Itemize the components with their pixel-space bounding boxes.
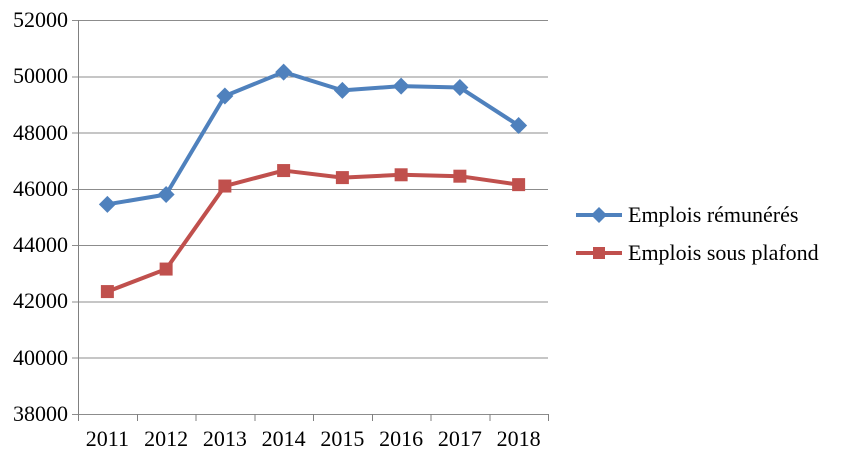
diamond-marker — [157, 185, 175, 203]
legend-diamond-marker-icon — [576, 207, 622, 223]
legend-item-emplois-remuneres: Emplois rémunérés — [576, 202, 819, 228]
y-axis-tick-label: 48000 — [13, 119, 68, 145]
square-marker — [277, 164, 291, 178]
x-axis-tick-label: 2018 — [496, 426, 541, 451]
y-axis-tick-label: 42000 — [13, 288, 68, 314]
legend-item-emplois-sous-plafond: Emplois sous plafond — [576, 240, 819, 266]
diamond-marker — [451, 79, 469, 97]
square-marker — [335, 171, 349, 185]
square-marker — [453, 169, 467, 183]
diamond-marker — [98, 195, 116, 213]
x-axis-tick-label: 2016 — [379, 426, 424, 451]
diamond-marker — [333, 81, 351, 99]
x-axis-tick-label: 2015 — [320, 426, 365, 451]
square-marker — [100, 285, 114, 299]
legend: Emplois rémunérés Emplois sous plafond — [576, 202, 819, 266]
x-axis-tick-label: 2012 — [144, 426, 189, 451]
square-marker — [159, 262, 173, 276]
square-marker — [218, 179, 232, 193]
diamond-marker — [510, 117, 528, 135]
legend-label-emplois-sous-plafond: Emplois sous plafond — [628, 240, 819, 265]
x-axis-tick-label: 2014 — [261, 426, 306, 451]
y-axis-tick-label: 44000 — [13, 232, 68, 258]
y-axis-tick-label: 46000 — [13, 175, 68, 201]
diamond-marker — [392, 77, 410, 95]
series-line-1 — [105, 168, 521, 294]
legend-label-emplois-remuneres: Emplois rémunérés — [628, 202, 799, 227]
y-axis-tick-label: 50000 — [13, 63, 68, 89]
x-axis-tick-label: 2011 — [85, 426, 129, 451]
x-axis-tick-label: 2013 — [202, 426, 247, 451]
y-axis-tick-label: 40000 — [13, 344, 68, 370]
legend-square-marker-icon — [576, 247, 622, 259]
x-axis-tick-label: 2017 — [437, 426, 482, 451]
series-line-0 — [105, 70, 521, 207]
y-axis-tick-label: 38000 — [13, 401, 68, 426]
legend-square-glyph — [593, 247, 605, 259]
square-marker — [394, 168, 408, 182]
square-marker — [512, 178, 526, 192]
y-axis-tick-label: 52000 — [13, 7, 68, 32]
diamond-marker — [275, 63, 293, 81]
legend-diamond-glyph — [591, 207, 607, 223]
diamond-marker — [216, 87, 234, 105]
